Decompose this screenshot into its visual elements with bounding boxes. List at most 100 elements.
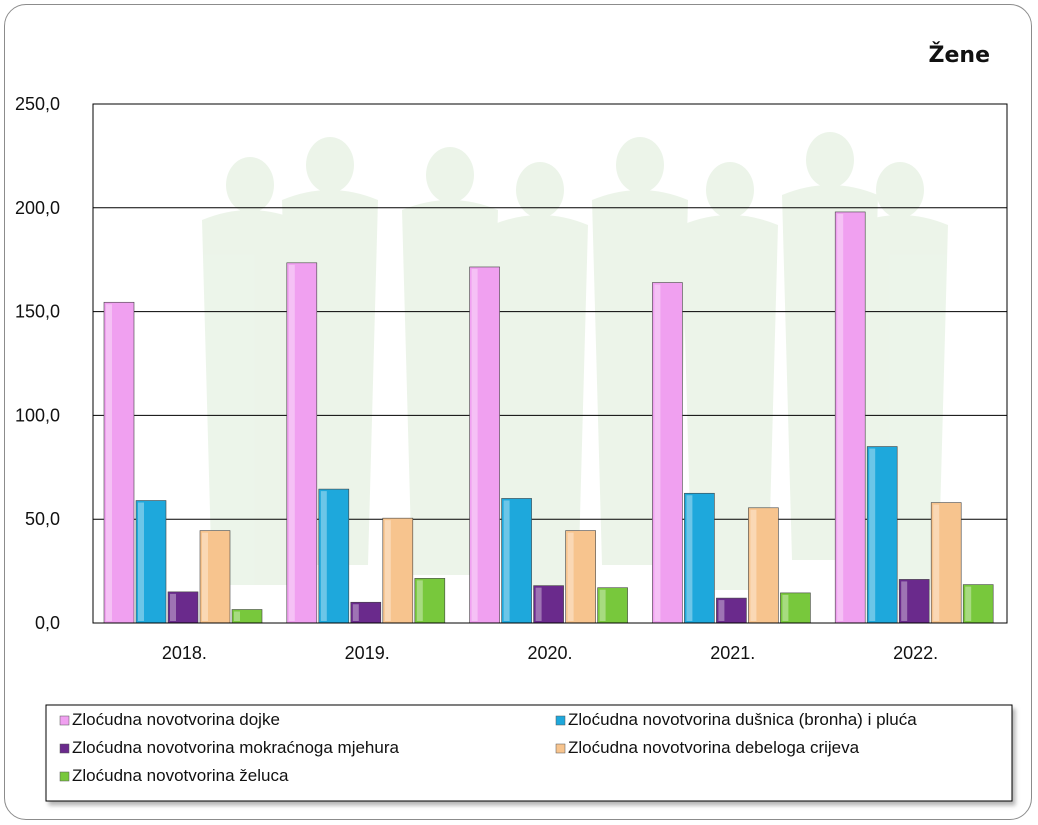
axes xyxy=(92,103,1008,624)
bar-highlight xyxy=(933,504,940,621)
silhouette-body xyxy=(492,215,588,590)
bar-highlight xyxy=(416,580,423,621)
silhouette-head xyxy=(616,137,664,193)
bar-highlight xyxy=(471,268,478,621)
legend-item: Zloćudna novotvorina dojke xyxy=(59,710,280,729)
bar-highlight xyxy=(535,587,542,621)
bar-body xyxy=(748,507,779,624)
bar-body xyxy=(716,597,747,624)
bar xyxy=(716,597,747,624)
legend-label: Zloćudna novotvorina želuca xyxy=(72,766,289,785)
bar-highlight xyxy=(901,581,908,621)
bar-highlight xyxy=(234,611,240,621)
bar-highlight xyxy=(599,589,606,621)
silhouette-head xyxy=(516,162,564,218)
bars xyxy=(103,211,994,624)
legend-swatch xyxy=(59,715,70,726)
bar xyxy=(533,585,564,624)
bar-highlight xyxy=(352,604,359,621)
x-tick-label: 2021. xyxy=(710,643,755,663)
bar-body xyxy=(103,301,135,624)
legend-swatch xyxy=(59,743,70,754)
bar-highlight xyxy=(718,600,725,621)
bar-body xyxy=(898,579,930,624)
bar-body xyxy=(866,446,898,624)
x-tick-label: 2019. xyxy=(345,643,390,663)
bar-highlight xyxy=(320,491,327,621)
bar-highlight xyxy=(288,264,295,621)
bar-highlight xyxy=(503,500,510,621)
bar xyxy=(350,601,382,624)
bar-body xyxy=(834,211,866,624)
y-tick-label: 0,0 xyxy=(35,613,60,633)
y-tick-label: 150,0 xyxy=(15,302,60,322)
silhouette-head xyxy=(706,162,754,218)
bar-body xyxy=(199,530,231,624)
legend: Zloćudna novotvorina dojke Zloćudna novot… xyxy=(45,704,1013,802)
bar-highlight xyxy=(965,586,972,621)
bar-body xyxy=(501,498,532,624)
silhouette-head xyxy=(876,162,924,218)
y-tick-label: 200,0 xyxy=(15,198,60,218)
bar xyxy=(501,498,532,624)
bar-highlight xyxy=(202,532,208,621)
silhouette-head xyxy=(426,147,474,203)
bar xyxy=(469,266,500,624)
bar xyxy=(834,211,866,624)
bar xyxy=(565,530,596,624)
bar-body xyxy=(684,492,715,624)
legend-item: Zloćudna novotvorina želuca xyxy=(59,766,289,785)
legend-item: Zloćudna novotvorina dušnica (bronha) i … xyxy=(555,710,917,729)
x-tick-label: 2020. xyxy=(527,643,572,663)
bar-highlight xyxy=(567,532,574,621)
legend-label: Zloćudna novotvorina dušnica (bronha) i … xyxy=(568,710,917,729)
bar-highlight xyxy=(837,213,844,621)
bar-highlight xyxy=(869,448,876,621)
x-tick-labels: 2018. 2019. 2020. 2021. 2022. xyxy=(162,643,938,663)
legend-label: Zloćudna novotvorina debeloga crijeva xyxy=(568,738,860,757)
bar-highlight xyxy=(782,594,789,621)
bar xyxy=(167,591,199,624)
legend-swatch xyxy=(555,715,566,726)
bar-highlight xyxy=(750,509,757,621)
bar-body xyxy=(382,517,414,624)
legend-swatch xyxy=(555,743,566,754)
legend-label: Zloćudna novotvorina mokraćnoga mjehura xyxy=(72,738,400,757)
bar xyxy=(414,578,446,624)
bar-highlight xyxy=(106,304,112,621)
silhouette-head xyxy=(806,132,854,188)
bar xyxy=(597,587,628,624)
bar xyxy=(286,262,318,624)
bar-body xyxy=(469,266,500,624)
bar xyxy=(231,609,263,624)
bar-highlight xyxy=(138,502,144,621)
bar-body xyxy=(414,578,446,624)
y-tick-label: 100,0 xyxy=(15,405,60,425)
bar-body xyxy=(780,592,811,624)
legend-item: Zloćudna novotvorina mokraćnoga mjehura xyxy=(59,738,400,757)
y-tick-label: 250,0 xyxy=(15,94,60,114)
silhouette-head xyxy=(306,137,354,193)
x-tick-label: 2022. xyxy=(893,643,938,663)
x-tick-label: 2018. xyxy=(162,643,207,663)
bar xyxy=(684,492,715,624)
bar-body xyxy=(930,502,962,624)
bar-body xyxy=(962,584,994,624)
bar xyxy=(898,579,930,624)
bar xyxy=(748,507,779,624)
bar-highlight xyxy=(654,284,661,621)
bar xyxy=(652,282,683,624)
bar xyxy=(103,301,135,624)
legend-box xyxy=(45,704,1013,802)
bar xyxy=(318,488,350,624)
legend-item: Zloćudna novotvorina debeloga crijeva xyxy=(555,738,860,757)
bar-highlight xyxy=(384,520,391,621)
bar xyxy=(135,500,167,624)
bar-body xyxy=(286,262,318,624)
bar xyxy=(866,446,898,624)
bar-body xyxy=(318,488,350,624)
bar-body xyxy=(167,591,199,624)
bar xyxy=(199,530,231,624)
bar xyxy=(930,502,962,624)
